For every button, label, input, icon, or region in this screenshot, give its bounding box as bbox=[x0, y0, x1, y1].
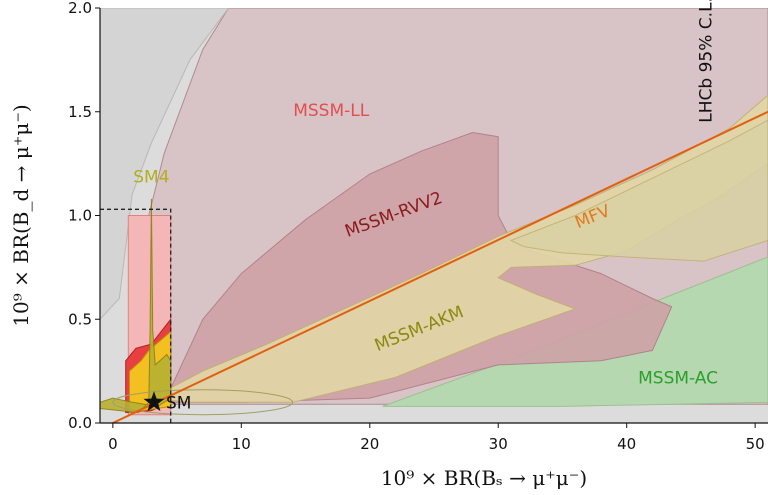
x-tick-label: 0 bbox=[108, 435, 118, 453]
region-label: SM4 bbox=[133, 167, 169, 187]
region-mfv bbox=[509, 119, 768, 262]
region-label: MSSM-AC bbox=[638, 369, 718, 389]
y-tick-label: 0.0 bbox=[68, 414, 92, 432]
lhcb-label: LHCb 95% C.L. bbox=[696, 0, 716, 123]
axes-layer: 0 10 20 30 40 50 0.0 0.5 1.0 1.5 2.0 10⁹ × BR(Bₛ → … bbox=[9, 0, 768, 490]
marks-layer bbox=[100, 110, 768, 423]
region-label: MSSM-LL bbox=[293, 101, 370, 121]
x-tick-label: 50 bbox=[746, 435, 765, 453]
y-tick-label: 2.0 bbox=[68, 0, 92, 17]
sm-label: SM bbox=[166, 393, 191, 413]
sm-star-marker bbox=[143, 391, 165, 412]
y-axis-label: 10⁹ × BR(B_d → μ⁺μ⁻) bbox=[9, 104, 33, 326]
mfv-line bbox=[112, 110, 768, 423]
x-axis-label: 10⁹ × BR(Bₛ → μ⁺μ⁻) bbox=[381, 466, 587, 490]
regions-layer bbox=[100, 8, 768, 423]
y-tick-label: 1.0 bbox=[68, 207, 92, 225]
y-tick-label: 0.5 bbox=[68, 310, 92, 328]
x-tick-label: 10 bbox=[232, 435, 251, 453]
region-sm4-ellipse bbox=[112, 389, 294, 416]
lhcb-limit-box bbox=[100, 208, 172, 423]
x-tick-label: 20 bbox=[360, 435, 379, 453]
region-grey-band bbox=[100, 8, 230, 321]
x-tick-label: 40 bbox=[617, 435, 636, 453]
y-tick-label: 1.5 bbox=[68, 103, 92, 121]
x-tick-label: 30 bbox=[489, 435, 508, 453]
